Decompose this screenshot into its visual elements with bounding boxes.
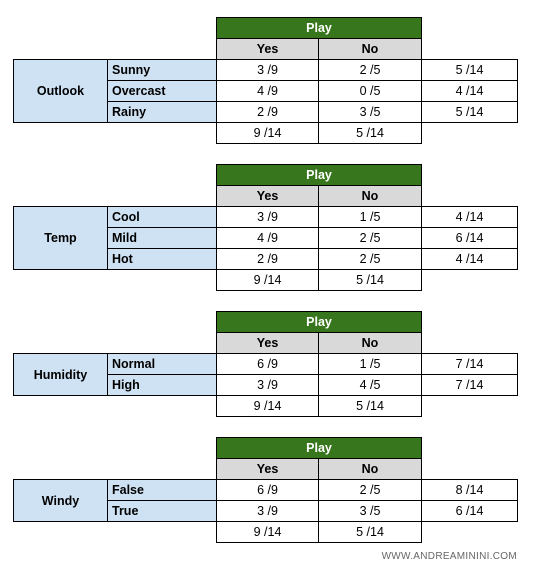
no-count: 1 /5 xyxy=(318,353,422,375)
attribute-label: Outlook xyxy=(13,59,108,123)
value-label: False xyxy=(107,479,217,501)
row-total: 6 /14 xyxy=(421,500,518,522)
value-label: Cool xyxy=(107,206,217,228)
no-count: 2 /5 xyxy=(318,227,422,249)
row-total: 7 /14 xyxy=(421,374,518,396)
no-total: 5 /14 xyxy=(318,269,422,291)
value-label: Sunny xyxy=(107,59,217,81)
no-total: 5 /14 xyxy=(318,122,422,144)
no-count: 3 /5 xyxy=(318,101,422,123)
yes-count: 4 /9 xyxy=(216,227,319,249)
yes-count: 2 /9 xyxy=(216,248,319,270)
value-label: True xyxy=(107,500,217,522)
watermark: WWW.ANDREAMININI.COM xyxy=(381,551,517,562)
no-count: 2 /5 xyxy=(318,59,422,81)
no-header: No xyxy=(318,458,422,480)
yes-total: 9 /14 xyxy=(216,269,319,291)
yes-header: Yes xyxy=(216,458,319,480)
yes-total: 9 /14 xyxy=(216,122,319,144)
no-header: No xyxy=(318,332,422,354)
no-total: 5 /14 xyxy=(318,521,422,543)
yes-header: Yes xyxy=(216,38,319,60)
yes-count: 3 /9 xyxy=(216,500,319,522)
row-total: 7 /14 xyxy=(421,353,518,375)
play-header: Play xyxy=(216,437,422,459)
value-label: Mild xyxy=(107,227,217,249)
yes-count: 3 /9 xyxy=(216,59,319,81)
yes-header: Yes xyxy=(216,185,319,207)
no-count: 2 /5 xyxy=(318,248,422,270)
yes-count: 6 /9 xyxy=(216,479,319,501)
row-total: 5 /14 xyxy=(421,101,518,123)
value-label: Rainy xyxy=(107,101,217,123)
yes-count: 2 /9 xyxy=(216,101,319,123)
play-header: Play xyxy=(216,311,422,333)
yes-total: 9 /14 xyxy=(216,521,319,543)
yes-count: 4 /9 xyxy=(216,80,319,102)
row-total: 4 /14 xyxy=(421,248,518,270)
yes-header: Yes xyxy=(216,332,319,354)
no-total: 5 /14 xyxy=(318,395,422,417)
row-total: 8 /14 xyxy=(421,479,518,501)
no-header: No xyxy=(318,38,422,60)
yes-count: 6 /9 xyxy=(216,353,319,375)
yes-count: 3 /9 xyxy=(216,374,319,396)
no-count: 1 /5 xyxy=(318,206,422,228)
value-label: High xyxy=(107,374,217,396)
attribute-label: Humidity xyxy=(13,353,108,396)
row-total: 6 /14 xyxy=(421,227,518,249)
attribute-label: Windy xyxy=(13,479,108,522)
yes-count: 3 /9 xyxy=(216,206,319,228)
no-count: 2 /5 xyxy=(318,479,422,501)
value-label: Hot xyxy=(107,248,217,270)
no-count: 0 /5 xyxy=(318,80,422,102)
no-header: No xyxy=(318,185,422,207)
value-label: Overcast xyxy=(107,80,217,102)
row-total: 5 /14 xyxy=(421,59,518,81)
row-total: 4 /14 xyxy=(421,80,518,102)
row-total: 4 /14 xyxy=(421,206,518,228)
attribute-label: Temp xyxy=(13,206,108,270)
play-header: Play xyxy=(216,17,422,39)
value-label: Normal xyxy=(107,353,217,375)
play-header: Play xyxy=(216,164,422,186)
yes-total: 9 /14 xyxy=(216,395,319,417)
no-count: 3 /5 xyxy=(318,500,422,522)
no-count: 4 /5 xyxy=(318,374,422,396)
